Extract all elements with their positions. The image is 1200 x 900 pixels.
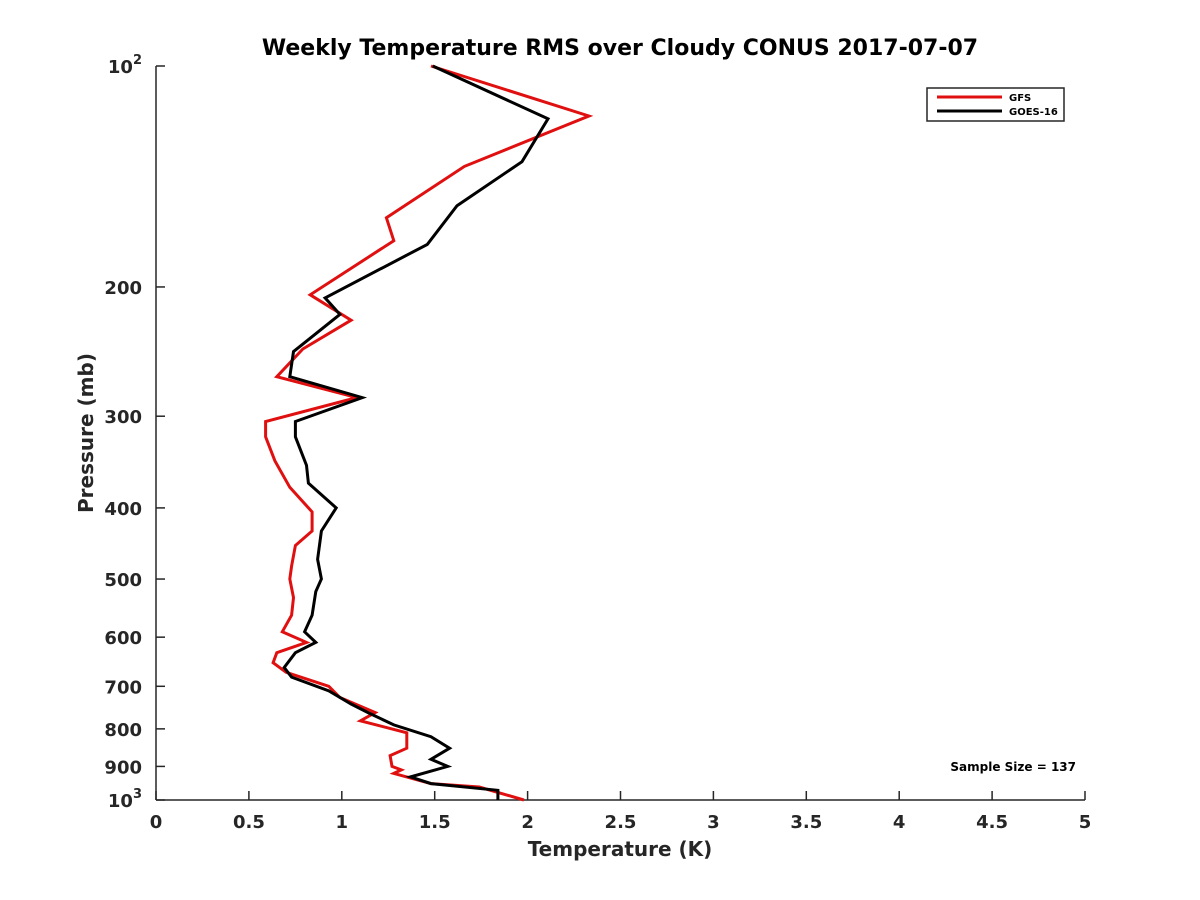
plot-area: 0 0.5 1 1.5 2 2.5 3 3.5 4 4.5 5 102 200 300 400 500 600 7… bbox=[104, 53, 1091, 833]
legend-box bbox=[926, 87, 1065, 122]
y-tick-label: 400 bbox=[104, 499, 142, 520]
x-tick-label: 0.5 bbox=[233, 812, 265, 833]
x-tick-label: 5 bbox=[1079, 812, 1092, 833]
y-axis-label: Pressure (mb) bbox=[74, 353, 98, 513]
y-tick-label: 300 bbox=[104, 407, 142, 428]
series-line-goes-16 bbox=[282, 64, 551, 800]
x-tick-label: 2 bbox=[521, 812, 534, 833]
legend-label: GFS bbox=[1009, 93, 1031, 104]
y-tick-label: 103 bbox=[108, 787, 142, 812]
y-tick-label: 800 bbox=[104, 720, 142, 741]
legend-label: GOES-16 bbox=[1009, 107, 1058, 118]
x-tick-label: 4 bbox=[893, 812, 906, 833]
y-tick-label: 900 bbox=[104, 757, 142, 778]
series-line-gfs bbox=[264, 64, 594, 802]
y-tick-label: 500 bbox=[104, 570, 142, 591]
x-tick-label: 3.5 bbox=[790, 812, 822, 833]
x-tick-label: 1.5 bbox=[419, 812, 451, 833]
x-tick-label: 0 bbox=[150, 812, 163, 833]
x-tick-label: 2.5 bbox=[605, 812, 637, 833]
x-tick-label: 1 bbox=[336, 812, 349, 833]
y-tick-label: 102 bbox=[108, 53, 142, 78]
legend: GFS GOES-16 bbox=[926, 87, 1065, 122]
x-tick-label: 4.5 bbox=[976, 812, 1008, 833]
y-tick-label: 200 bbox=[104, 278, 142, 299]
sample-size-annotation: Sample Size = 137 bbox=[950, 760, 1076, 774]
y-tick-label: 700 bbox=[104, 677, 142, 698]
x-axis-label: Temperature (K) bbox=[528, 837, 713, 861]
y-tick-label: 600 bbox=[104, 628, 142, 649]
x-tick-label: 3 bbox=[707, 812, 720, 833]
chart-title: Weekly Temperature RMS over Cloudy CONUS… bbox=[262, 36, 978, 61]
